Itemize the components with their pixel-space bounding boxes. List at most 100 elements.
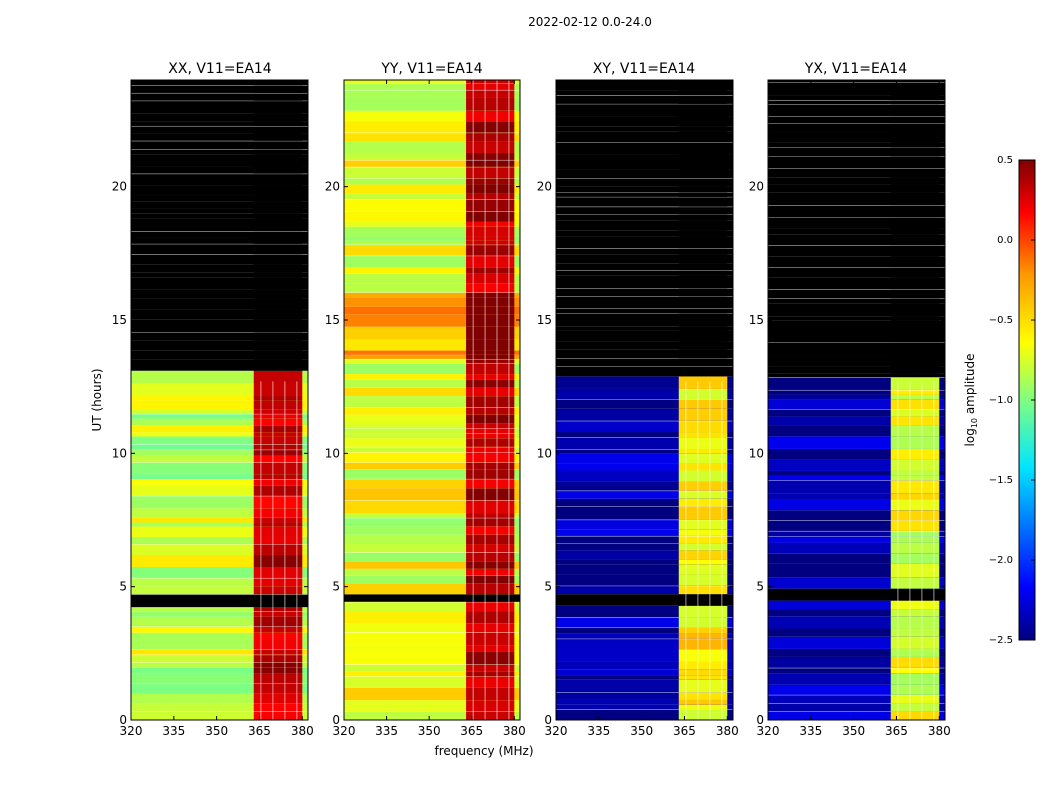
heat-rfi-cell — [890, 256, 940, 268]
heat-rfi-cell — [890, 600, 940, 610]
heat-row — [344, 407, 520, 415]
heat-row — [556, 288, 733, 297]
heat-row — [768, 245, 945, 257]
heat-row — [768, 656, 945, 668]
heat-rfi-cell — [253, 654, 303, 663]
heat-rfi-cell — [678, 535, 728, 544]
plot-frame-yy — [343, 79, 521, 721]
heat-row — [768, 234, 945, 246]
x-tick-label: 350 — [205, 724, 228, 738]
heat-row — [556, 95, 733, 104]
heat-rfi-cell — [466, 687, 515, 701]
heat-rfi-cell — [253, 425, 303, 433]
heat-row — [768, 228, 945, 235]
y-axis-label: UT (hours) — [90, 368, 104, 431]
heat-rfi-cell — [466, 611, 515, 624]
heat-rfi-cell — [890, 123, 940, 133]
heat-row — [344, 193, 520, 200]
heat-rfi-cell — [466, 297, 515, 307]
heat-row — [131, 462, 308, 475]
heat-rfi-cell — [678, 206, 728, 215]
heat-row — [344, 273, 520, 284]
heat-row — [556, 220, 733, 231]
heat-row — [131, 413, 308, 419]
heat-row — [556, 206, 733, 215]
y-tick-label: 20 — [112, 180, 127, 194]
heat-row — [768, 711, 945, 720]
heat-row — [556, 594, 733, 606]
heat-rfi-cell — [890, 333, 940, 343]
heat-rfi-cell — [253, 289, 303, 299]
heat-row — [131, 673, 308, 684]
heat-row — [131, 639, 308, 650]
heat-rfi-cell — [253, 121, 303, 126]
heat-row — [131, 611, 308, 617]
y-tick-label: 5 — [332, 580, 340, 594]
heat-row — [556, 550, 733, 560]
heat-row — [768, 177, 945, 185]
heat-row — [556, 192, 733, 197]
heat-row — [131, 140, 308, 150]
heat-rfi-cell — [678, 432, 728, 438]
heat-rfi-cell — [253, 432, 303, 437]
heat-row — [344, 141, 520, 153]
heat-rfi-cell — [466, 664, 515, 672]
x-tick-label: 350 — [842, 724, 865, 738]
heat-row — [344, 561, 520, 569]
heat-row — [768, 459, 945, 471]
heat-rfi-cell — [890, 298, 940, 304]
heat-row — [556, 559, 733, 565]
x-tick-label: 320 — [545, 724, 568, 738]
x-tick-label: 380 — [503, 724, 526, 738]
heat-row — [344, 396, 520, 408]
heat-row — [768, 355, 945, 367]
heat-row — [556, 543, 733, 551]
y-tick-label: 15 — [325, 313, 340, 327]
heat-row — [344, 664, 520, 672]
heat-rfi-cell — [678, 103, 728, 117]
heat-row — [768, 316, 945, 321]
heat-row — [556, 214, 733, 221]
colorbar-tick-label: −2.0 — [989, 555, 1013, 566]
heat-row — [768, 394, 945, 400]
heat-row — [768, 147, 945, 157]
colorbar-tick-label: 0.0 — [997, 235, 1013, 246]
panel-xx: XX, V11=EA14 320 335 350 365 380 0 5 10 15 20 — [112, 61, 314, 738]
heat-rfi-cell — [466, 193, 515, 200]
heat-row — [344, 433, 520, 439]
heat-rfi-cell — [253, 639, 303, 650]
heat-row — [556, 131, 733, 142]
heat-row — [131, 340, 308, 351]
heat-rfi-cell — [466, 433, 515, 439]
heat-rfi-cell — [466, 178, 515, 185]
heat-rfi-cell — [466, 407, 515, 415]
heat-rfi-cell — [253, 495, 303, 509]
heat-rfi-cell — [253, 693, 303, 704]
y-tick-label: 0 — [756, 713, 764, 727]
heat-row — [131, 185, 308, 196]
heat-rfi-cell — [678, 220, 728, 231]
heat-row — [344, 226, 520, 237]
heat-rfi-cell — [253, 149, 303, 155]
heat-rfi-cell — [678, 358, 728, 367]
heat-rfi-cell — [678, 550, 728, 560]
heat-rfi-cell — [890, 156, 940, 169]
heat-row — [344, 292, 520, 298]
plot-frame-xx — [130, 79, 309, 721]
heat-row — [344, 132, 520, 142]
heat-rfi-cell — [253, 474, 303, 480]
heat-row — [131, 298, 308, 310]
heat-row — [344, 255, 520, 268]
heat-rfi-cell — [678, 649, 728, 662]
colorbar-tick-label: −1.0 — [989, 395, 1013, 406]
heat-rfi-cell — [253, 449, 303, 456]
heat-rfi-cell — [890, 366, 940, 374]
heat-row — [556, 230, 733, 237]
heat-row — [556, 196, 733, 207]
heat-row — [768, 448, 945, 460]
panel-title-xx: XX, V11=EA14 — [168, 61, 272, 77]
heat-row — [344, 244, 520, 256]
heat-rfi-cell — [253, 264, 303, 273]
heat-rfi-cell — [890, 493, 940, 500]
